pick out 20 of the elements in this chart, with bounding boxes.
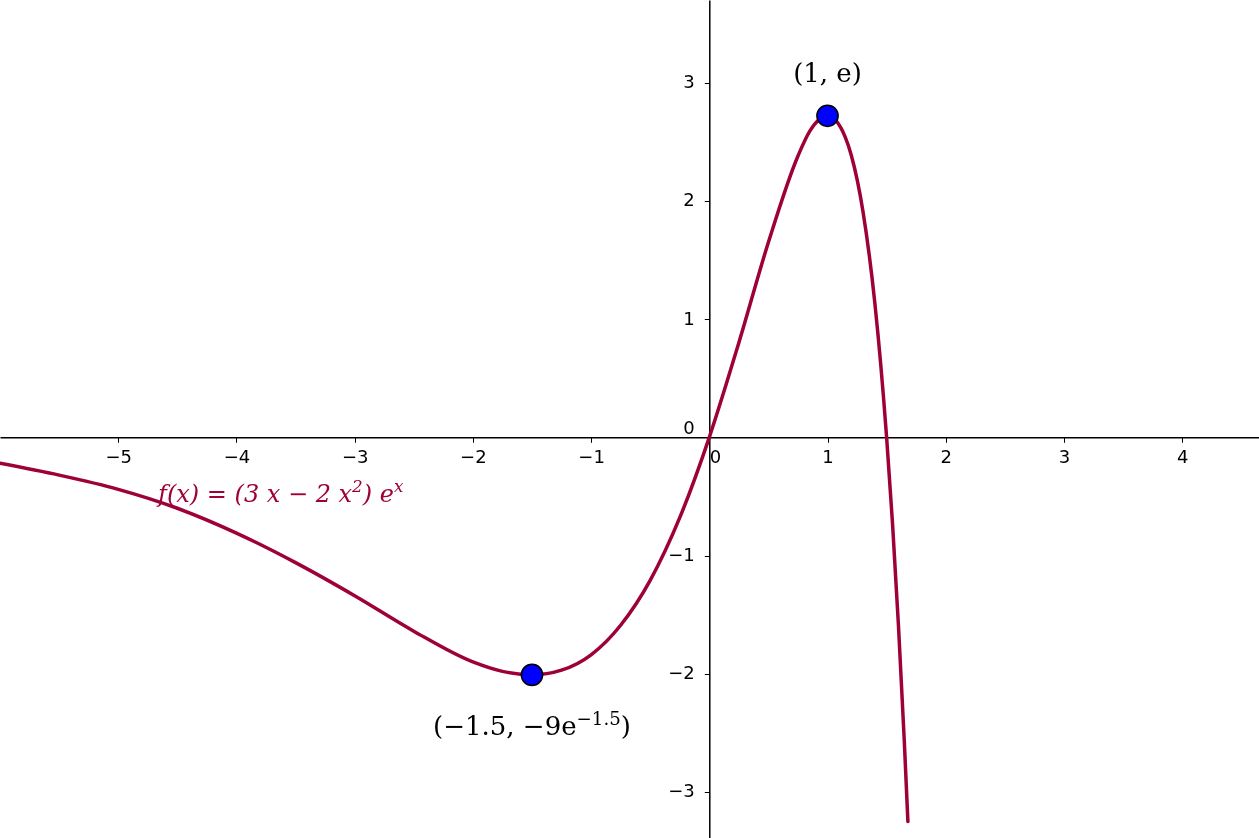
x-tick-label: −2 bbox=[460, 445, 487, 467]
x-tick-label: −3 bbox=[341, 445, 369, 467]
x-tick-label: 2 bbox=[940, 445, 952, 467]
x-tick-label: −4 bbox=[223, 445, 251, 467]
y-tick-label: −3 bbox=[668, 780, 695, 802]
y-tick-label: 0 bbox=[683, 416, 695, 438]
y-tick-label: 1 bbox=[683, 307, 695, 329]
y-tick-label: −2 bbox=[668, 662, 695, 684]
annotation: (1, e) bbox=[793, 57, 862, 88]
y-tick-label: 2 bbox=[683, 189, 695, 211]
y-tick-label: 3 bbox=[683, 71, 695, 93]
annotation: (−1.5, −9e$^{−1.5}$) bbox=[433, 707, 631, 741]
x-tick-label: −1 bbox=[578, 445, 605, 467]
x-tick-label: −5 bbox=[105, 445, 132, 467]
x-tick-label: 3 bbox=[1058, 445, 1071, 467]
x-tick-label: 0 bbox=[709, 445, 722, 467]
x-tick-label: 4 bbox=[1176, 445, 1189, 467]
series-label: f(x) = (3 x − 2 x$^{2}$) e$^{x}$ bbox=[156, 476, 404, 509]
x-tick-label: 1 bbox=[822, 445, 834, 467]
y-tick-label: −1 bbox=[668, 544, 695, 566]
